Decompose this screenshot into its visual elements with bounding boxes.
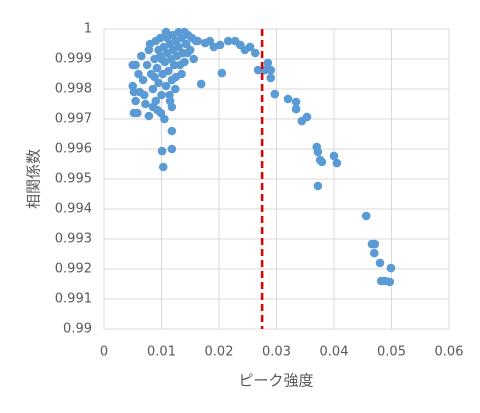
y-tick-label: 0.99 xyxy=(63,322,92,337)
x-axis-title: ピーク強度 xyxy=(238,372,313,390)
y-tick-label: 0.994 xyxy=(55,202,92,217)
point xyxy=(131,96,140,106)
point xyxy=(152,63,162,73)
point xyxy=(138,75,148,85)
point xyxy=(283,94,293,104)
point xyxy=(361,211,371,221)
y-tick-label: 0.991 xyxy=(55,292,92,307)
point xyxy=(266,65,276,75)
point xyxy=(215,40,225,50)
point xyxy=(157,90,166,100)
point xyxy=(375,258,385,268)
point xyxy=(144,111,154,121)
point xyxy=(329,151,339,161)
point xyxy=(189,54,198,64)
y-tick-label: 0.995 xyxy=(55,172,92,187)
point xyxy=(131,60,140,70)
y-tick-label: 0.996 xyxy=(55,142,92,157)
point xyxy=(245,42,255,52)
point xyxy=(385,277,395,287)
point xyxy=(369,248,379,258)
point xyxy=(148,102,158,112)
point xyxy=(317,157,327,167)
point xyxy=(291,97,301,107)
point xyxy=(386,263,396,273)
point xyxy=(133,108,142,118)
point xyxy=(157,146,167,156)
point xyxy=(156,51,165,61)
point xyxy=(313,147,323,157)
point xyxy=(291,104,301,114)
point xyxy=(250,48,260,58)
point xyxy=(171,84,180,94)
x-tick-label: 0.01 xyxy=(147,345,176,360)
point xyxy=(150,72,159,82)
point xyxy=(183,48,192,58)
x-tick-label: 0.06 xyxy=(435,345,464,360)
point xyxy=(266,73,276,83)
y-tick-label: 0.997 xyxy=(55,112,92,127)
point xyxy=(164,66,173,76)
point xyxy=(332,158,342,168)
point xyxy=(167,144,177,154)
point xyxy=(217,68,227,78)
x-tick-label: 0 xyxy=(100,345,108,360)
point xyxy=(137,51,146,61)
x-tick-label: 0.05 xyxy=(377,345,406,360)
point xyxy=(177,69,186,79)
point xyxy=(253,65,263,75)
point xyxy=(223,36,233,46)
y-tick-label: 0.998 xyxy=(55,82,92,97)
point xyxy=(180,57,189,67)
point xyxy=(135,87,144,97)
point xyxy=(196,79,206,89)
x-tick-label: 0.03 xyxy=(262,345,291,360)
point xyxy=(158,162,168,172)
point xyxy=(134,69,143,79)
y-tick-label: 0.992 xyxy=(55,262,92,277)
point xyxy=(161,81,171,91)
point xyxy=(370,239,380,249)
point xyxy=(167,102,177,112)
y-axis-title: 相関係数 xyxy=(25,149,43,209)
point xyxy=(148,84,158,94)
point xyxy=(161,27,171,37)
point xyxy=(156,33,165,43)
y-tick-label: 1 xyxy=(84,22,92,37)
point xyxy=(270,89,280,99)
point xyxy=(167,126,177,136)
point xyxy=(141,99,150,109)
y-tick-label: 0.999 xyxy=(55,52,92,67)
point xyxy=(313,181,323,191)
point xyxy=(156,108,166,118)
point xyxy=(142,60,152,70)
point xyxy=(193,36,203,46)
point xyxy=(302,112,312,122)
x-tick-label: 0.02 xyxy=(205,345,234,360)
x-tick-label: 0.04 xyxy=(320,345,349,360)
point xyxy=(263,58,273,68)
y-tick-label: 0.993 xyxy=(55,232,92,247)
